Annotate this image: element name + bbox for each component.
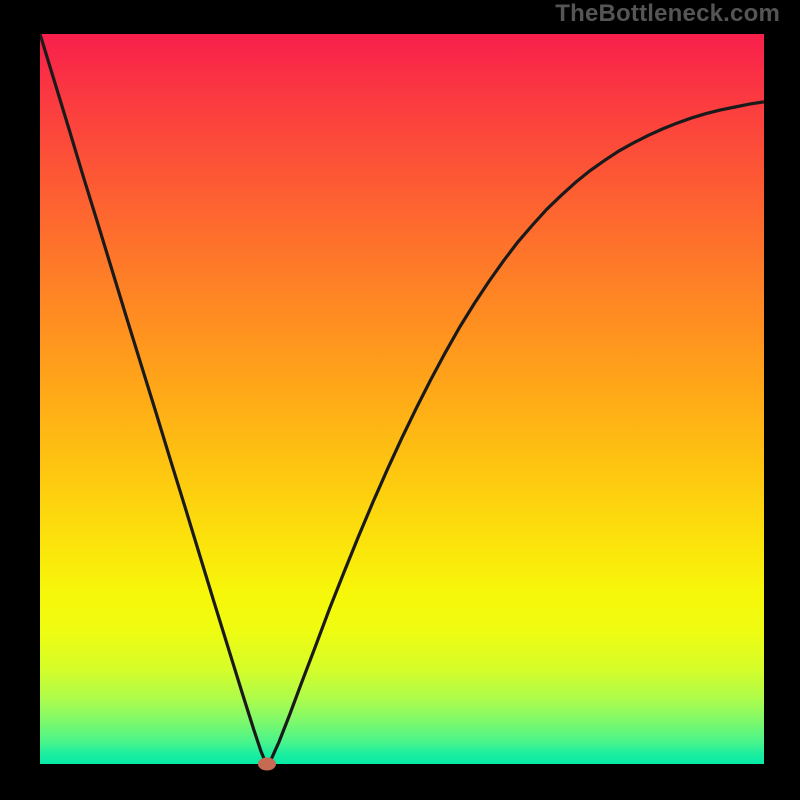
chart-root: TheBottleneck.com: [0, 0, 800, 800]
plot-area: [40, 34, 764, 764]
valley-marker-icon: [258, 758, 276, 771]
curve-svg: [40, 34, 764, 764]
watermark-text: TheBottleneck.com: [555, 0, 780, 28]
bottleneck-curve: [40, 34, 764, 764]
